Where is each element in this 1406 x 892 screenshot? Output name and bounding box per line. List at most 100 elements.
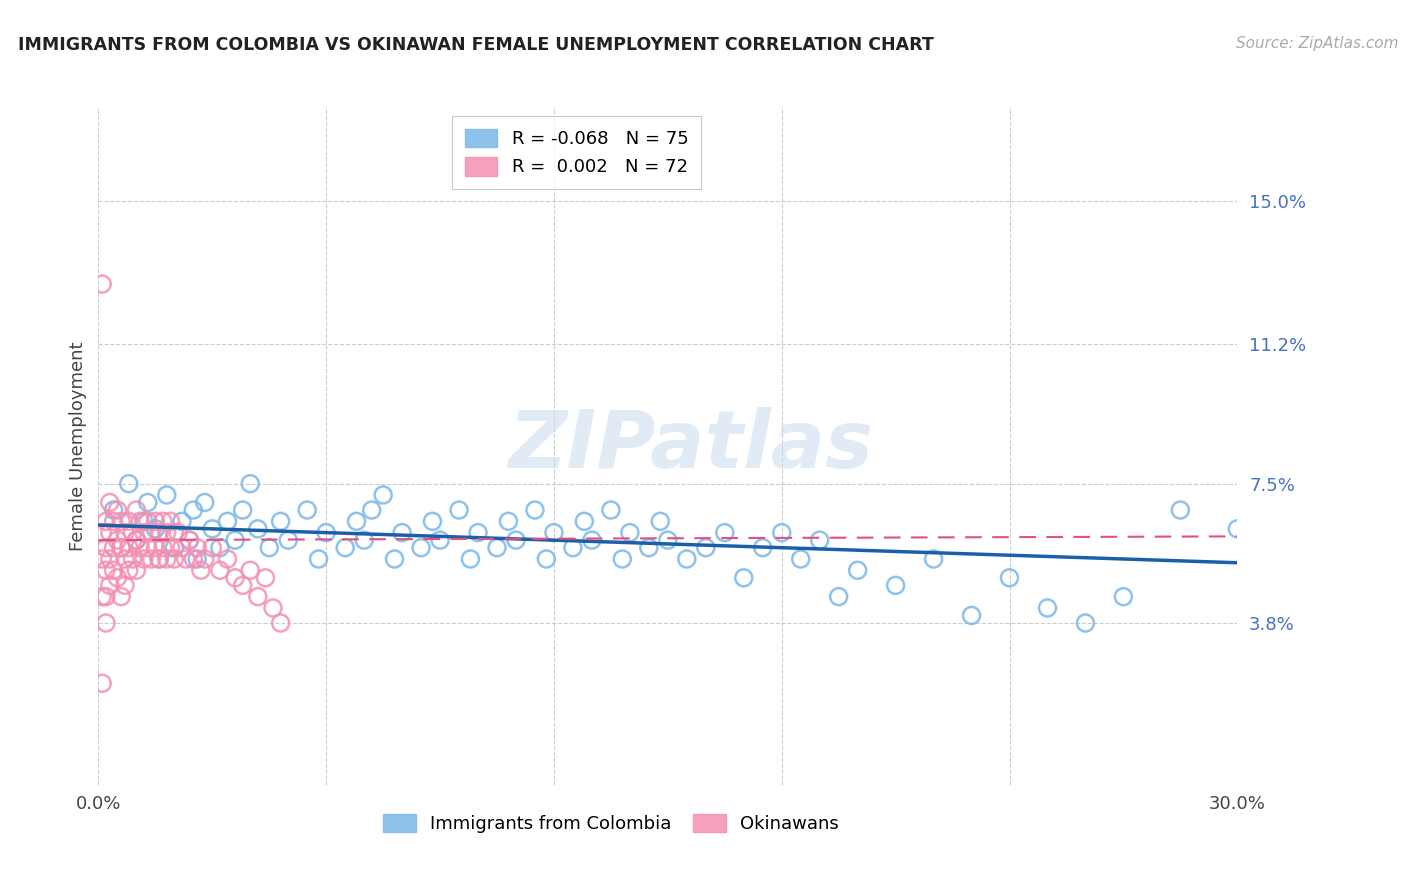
- Point: [524, 503, 547, 517]
- Point: [125, 503, 148, 517]
- Point: [224, 533, 246, 548]
- Point: [91, 525, 114, 540]
- Point: [752, 541, 775, 555]
- Point: [107, 503, 129, 517]
- Point: [110, 541, 132, 555]
- Point: [217, 552, 239, 566]
- Point: [562, 541, 585, 555]
- Point: [125, 533, 148, 548]
- Point: [110, 514, 132, 528]
- Point: [110, 590, 132, 604]
- Point: [163, 552, 186, 566]
- Text: ZIPatlas: ZIPatlas: [508, 407, 873, 485]
- Point: [170, 514, 193, 528]
- Point: [129, 514, 152, 528]
- Point: [118, 563, 141, 577]
- Point: [790, 552, 813, 566]
- Point: [315, 525, 337, 540]
- Point: [217, 514, 239, 528]
- Point: [145, 522, 167, 536]
- Point: [638, 541, 661, 555]
- Point: [411, 541, 433, 555]
- Point: [141, 552, 163, 566]
- Point: [118, 514, 141, 528]
- Point: [107, 533, 129, 548]
- Text: Source: ZipAtlas.com: Source: ZipAtlas.com: [1236, 36, 1399, 51]
- Point: [695, 541, 717, 555]
- Point: [125, 563, 148, 577]
- Point: [676, 552, 699, 566]
- Point: [163, 541, 186, 555]
- Point: [449, 503, 471, 517]
- Point: [429, 533, 451, 548]
- Point: [156, 552, 179, 566]
- Point: [201, 522, 224, 536]
- Point: [152, 514, 174, 528]
- Point: [208, 563, 231, 577]
- Point: [505, 533, 527, 548]
- Point: [179, 533, 201, 548]
- Point: [574, 514, 596, 528]
- Point: [270, 514, 292, 528]
- Point: [103, 563, 125, 577]
- Point: [183, 503, 205, 517]
- Point: [391, 525, 413, 540]
- Point: [107, 571, 129, 585]
- Point: [846, 563, 869, 577]
- Point: [770, 525, 793, 540]
- Point: [884, 578, 907, 592]
- Point: [91, 277, 114, 291]
- Point: [650, 514, 672, 528]
- Text: IMMIGRANTS FROM COLOMBIA VS OKINAWAN FEMALE UNEMPLOYMENT CORRELATION CHART: IMMIGRANTS FROM COLOMBIA VS OKINAWAN FEM…: [18, 36, 934, 54]
- Point: [998, 571, 1021, 585]
- Point: [148, 552, 170, 566]
- Point: [543, 525, 565, 540]
- Point: [808, 533, 831, 548]
- Point: [141, 525, 163, 540]
- Point: [91, 552, 114, 566]
- Point: [94, 590, 117, 604]
- Point: [118, 476, 141, 491]
- Point: [714, 525, 737, 540]
- Point: [163, 525, 186, 540]
- Point: [346, 514, 368, 528]
- Point: [828, 590, 851, 604]
- Point: [581, 533, 603, 548]
- Point: [297, 503, 319, 517]
- Point: [239, 563, 262, 577]
- Point: [145, 514, 167, 528]
- Point: [194, 495, 217, 509]
- Point: [335, 541, 357, 555]
- Point: [103, 514, 125, 528]
- Point: [422, 514, 444, 528]
- Point: [114, 525, 136, 540]
- Point: [922, 552, 945, 566]
- Point: [183, 552, 205, 566]
- Point: [262, 601, 284, 615]
- Point: [114, 578, 136, 592]
- Point: [136, 541, 159, 555]
- Point: [733, 571, 755, 585]
- Point: [94, 615, 117, 630]
- Point: [167, 525, 190, 540]
- Point: [201, 541, 224, 555]
- Point: [174, 552, 197, 566]
- Point: [121, 552, 143, 566]
- Point: [277, 533, 299, 548]
- Point: [94, 514, 117, 528]
- Point: [467, 525, 489, 540]
- Point: [960, 608, 983, 623]
- Point: [600, 503, 623, 517]
- Point: [110, 541, 132, 555]
- Point: [1170, 503, 1192, 517]
- Point: [194, 552, 217, 566]
- Point: [98, 552, 121, 566]
- Point: [118, 541, 141, 555]
- Point: [91, 676, 114, 690]
- Point: [232, 503, 254, 517]
- Point: [98, 495, 121, 509]
- Point: [371, 488, 394, 502]
- Point: [103, 503, 125, 517]
- Point: [384, 552, 406, 566]
- Point: [136, 495, 159, 509]
